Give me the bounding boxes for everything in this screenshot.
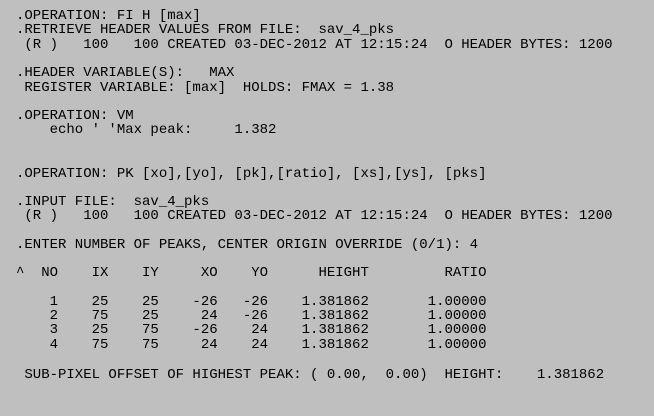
table-row: 3 25 75 -26 24 1.381862 1.00000 bbox=[16, 322, 487, 338]
console-line: echo ' 'Max peak: 1.382 bbox=[16, 122, 277, 138]
console-line: .ENTER NUMBER OF PEAKS, CENTER ORIGIN OV… bbox=[16, 237, 479, 253]
console-line: (R ) 100 100 CREATED 03-DEC-2012 AT 12:1… bbox=[16, 37, 613, 53]
table-row: 4 75 75 24 24 1.381862 1.00000 bbox=[16, 337, 487, 353]
table-header: ^ NO IX IY XO YO HEIGHT RATIO bbox=[16, 265, 487, 281]
console-line: .OPERATION: PK [xo],[yo], [pk],[ratio], … bbox=[16, 166, 487, 182]
console-line: (R ) 100 100 CREATED 03-DEC-2012 AT 12:1… bbox=[16, 208, 613, 224]
console-line: .OPERATION: VM bbox=[16, 108, 134, 124]
table-row: 2 75 25 24 -26 1.381862 1.00000 bbox=[16, 308, 487, 324]
console-line: .RETRIEVE HEADER VALUES FROM FILE: sav_4… bbox=[16, 22, 395, 38]
console-line: REGISTER VARIABLE: [max] HOLDS: FMAX = 1… bbox=[16, 80, 395, 96]
table-row: 1 25 25 -26 -26 1.381862 1.00000 bbox=[16, 294, 487, 310]
console-line: .HEADER VARIABLE(S): MAX bbox=[16, 65, 235, 81]
console-line: .OPERATION: FI H [max] bbox=[16, 8, 201, 24]
console-line: .INPUT FILE: sav_4_pks bbox=[16, 194, 210, 210]
console-line: SUB-PIXEL OFFSET OF HIGHEST PEAK: ( 0.00… bbox=[16, 367, 605, 383]
